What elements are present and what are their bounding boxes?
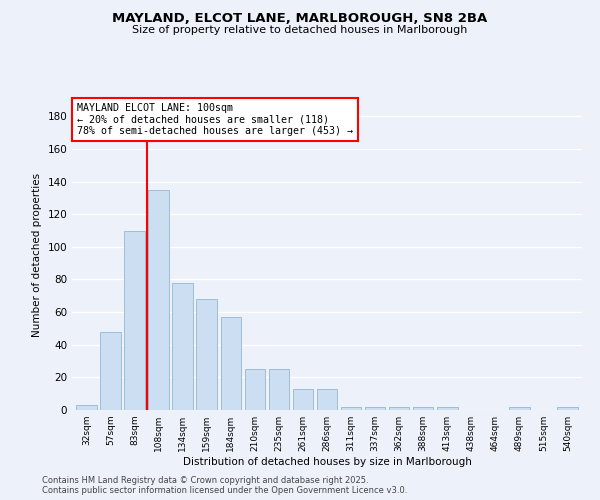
Bar bbox=[557, 406, 578, 410]
Bar bbox=[437, 406, 458, 410]
Text: MAYLAND ELCOT LANE: 100sqm
← 20% of detached houses are smaller (118)
78% of sem: MAYLAND ELCOT LANE: 100sqm ← 20% of deta… bbox=[77, 103, 353, 136]
Bar bbox=[221, 317, 241, 410]
Bar bbox=[269, 369, 289, 410]
Bar bbox=[196, 299, 217, 410]
Bar bbox=[172, 282, 193, 410]
Bar bbox=[293, 389, 313, 410]
Bar bbox=[317, 389, 337, 410]
Bar bbox=[389, 406, 409, 410]
Bar bbox=[413, 406, 433, 410]
Text: Contains public sector information licensed under the Open Government Licence v3: Contains public sector information licen… bbox=[42, 486, 407, 495]
Text: Contains HM Land Registry data © Crown copyright and database right 2025.: Contains HM Land Registry data © Crown c… bbox=[42, 476, 368, 485]
X-axis label: Distribution of detached houses by size in Marlborough: Distribution of detached houses by size … bbox=[182, 457, 472, 467]
Text: Size of property relative to detached houses in Marlborough: Size of property relative to detached ho… bbox=[133, 25, 467, 35]
Bar bbox=[100, 332, 121, 410]
Bar bbox=[76, 405, 97, 410]
Bar bbox=[365, 406, 385, 410]
Bar bbox=[245, 369, 265, 410]
Bar bbox=[124, 230, 145, 410]
Y-axis label: Number of detached properties: Number of detached properties bbox=[32, 173, 42, 337]
Text: MAYLAND, ELCOT LANE, MARLBOROUGH, SN8 2BA: MAYLAND, ELCOT LANE, MARLBOROUGH, SN8 2B… bbox=[112, 12, 488, 26]
Bar bbox=[509, 406, 530, 410]
Bar bbox=[148, 190, 169, 410]
Bar bbox=[341, 406, 361, 410]
